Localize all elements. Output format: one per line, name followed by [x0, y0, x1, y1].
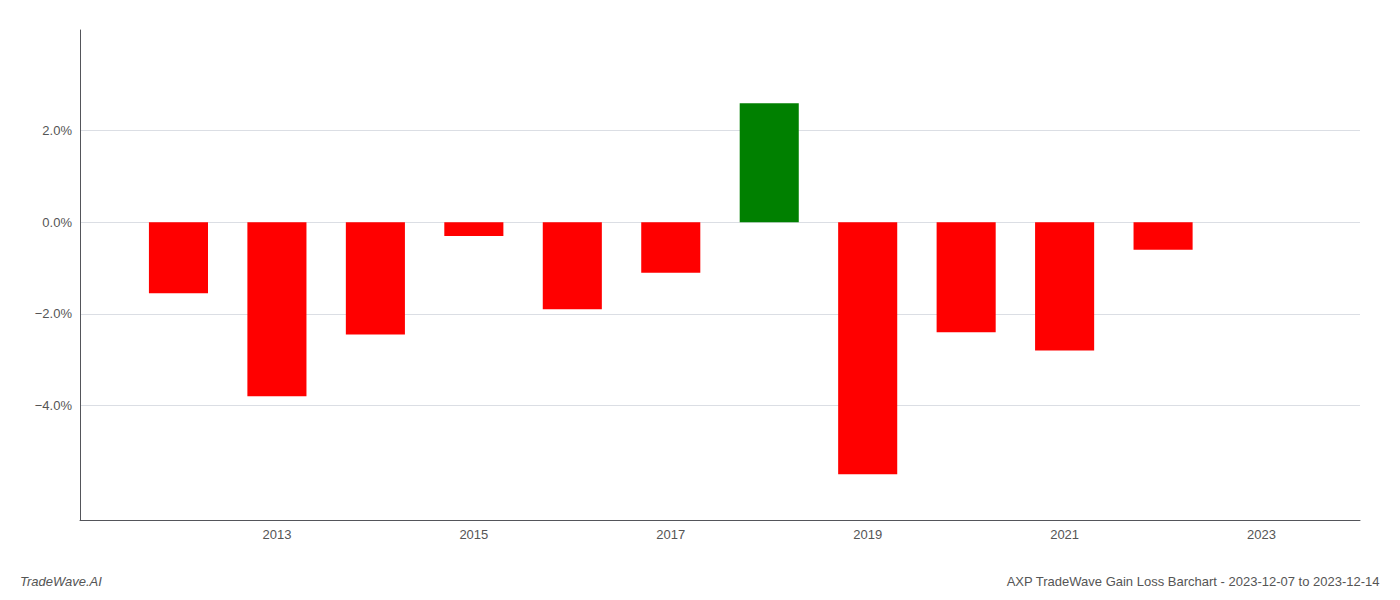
svg-text:−2.0%: −2.0%	[35, 306, 73, 321]
svg-text:2.0%: 2.0%	[42, 123, 72, 138]
svg-text:2023: 2023	[1247, 527, 1276, 542]
svg-text:2021: 2021	[1050, 527, 1079, 542]
svg-text:TradeWave.AI: TradeWave.AI	[20, 574, 102, 589]
svg-text:2015: 2015	[459, 527, 488, 542]
svg-text:−4.0%: −4.0%	[35, 398, 73, 413]
svg-text:AXP TradeWave Gain Loss Barcha: AXP TradeWave Gain Loss Barchart - 2023-…	[1007, 574, 1380, 589]
svg-text:2019: 2019	[853, 527, 882, 542]
svg-text:2017: 2017	[656, 527, 685, 542]
svg-text:0.0%: 0.0%	[42, 215, 72, 230]
svg-text:2013: 2013	[262, 527, 291, 542]
